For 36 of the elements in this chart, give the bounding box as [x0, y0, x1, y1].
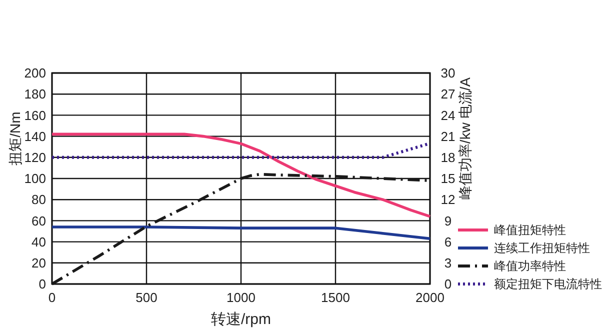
- x-tick-label: 500: [136, 290, 158, 305]
- x-tick-label: 2000: [416, 290, 444, 305]
- legend-label: 额定扭矩下电流特性: [494, 277, 602, 292]
- x-tick-label: 0: [48, 290, 56, 305]
- y-tick-label: 60: [32, 213, 46, 228]
- y2-tick-label: 21: [440, 128, 456, 144]
- y-tick-label: 180: [24, 86, 46, 102]
- y2-tick-label: 30: [440, 66, 456, 81]
- y-tick-label: 200: [24, 66, 46, 81]
- y2-tick-label: 3: [444, 255, 452, 270]
- y-axis-title: 扭矩/Nm: [7, 112, 23, 166]
- y-tick-label: 120: [24, 150, 46, 165]
- y2-axis-title: 峰值功率/kw 电流/A: [457, 76, 473, 200]
- y2-tick-label: 12: [440, 192, 456, 208]
- y-tick-label: 20: [32, 255, 46, 270]
- y-tick-label: 100: [24, 171, 46, 186]
- x-tick-label: 1500: [321, 290, 350, 305]
- line-series: [50, 132, 432, 218]
- y-tick-label: 140: [24, 128, 46, 144]
- y-tick-label: 80: [32, 192, 46, 208]
- y2-tick-label: 15: [440, 171, 456, 186]
- legend-label: 峰值功率特性: [494, 259, 566, 274]
- y-tick-label: 0: [38, 276, 46, 292]
- y-tick-label: 160: [24, 108, 46, 123]
- y2-tick-label: 0: [444, 276, 452, 292]
- x-tick-label: 1000: [226, 290, 256, 305]
- y2-tick-label: 18: [440, 150, 456, 165]
- y2-tick-label: 24: [440, 108, 456, 123]
- legend-label: 连续工作扭矩特性: [494, 241, 590, 256]
- y2-tick-label: 6: [444, 234, 452, 250]
- line-series: [50, 226, 432, 240]
- x-axis-title: 转速/rpm: [211, 311, 271, 328]
- y2-tick-label: 27: [440, 86, 456, 102]
- legend-label: 峰值扭矩特性: [494, 223, 566, 238]
- y2-tick-label: 9: [444, 213, 452, 228]
- y-tick-label: 40: [32, 234, 46, 250]
